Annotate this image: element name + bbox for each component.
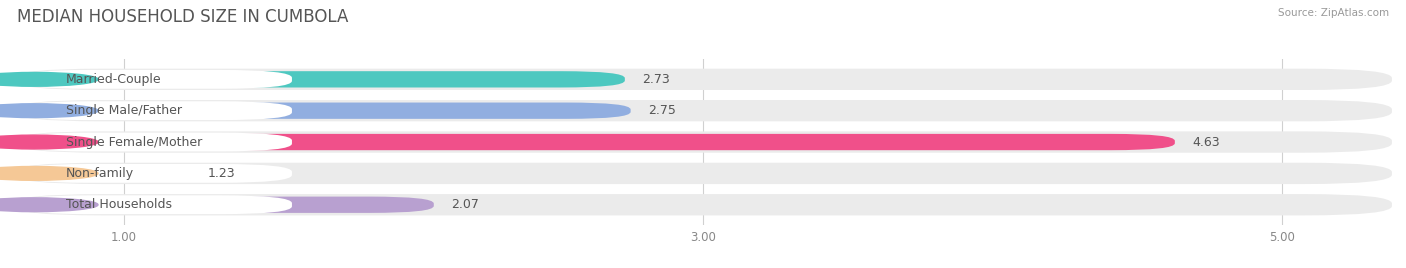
- Text: Total Households: Total Households: [66, 198, 172, 211]
- Text: Non-family: Non-family: [66, 167, 135, 180]
- Text: MEDIAN HOUSEHOLD SIZE IN CUMBOLA: MEDIAN HOUSEHOLD SIZE IN CUMBOLA: [17, 8, 349, 26]
- Circle shape: [0, 104, 98, 118]
- Circle shape: [0, 198, 98, 212]
- Text: Source: ZipAtlas.com: Source: ZipAtlas.com: [1278, 8, 1389, 18]
- FancyBboxPatch shape: [14, 194, 1392, 215]
- FancyBboxPatch shape: [14, 69, 1392, 90]
- Circle shape: [0, 135, 98, 149]
- FancyBboxPatch shape: [17, 164, 292, 183]
- Text: Single Male/Father: Single Male/Father: [66, 104, 183, 117]
- Text: Married-Couple: Married-Couple: [66, 73, 162, 86]
- Text: 2.73: 2.73: [643, 73, 671, 86]
- Text: 2.07: 2.07: [451, 198, 479, 211]
- FancyBboxPatch shape: [124, 71, 624, 87]
- FancyBboxPatch shape: [17, 195, 292, 214]
- FancyBboxPatch shape: [17, 133, 292, 151]
- FancyBboxPatch shape: [124, 165, 191, 181]
- FancyBboxPatch shape: [14, 163, 1392, 184]
- Text: Single Female/Mother: Single Female/Mother: [66, 136, 202, 148]
- FancyBboxPatch shape: [14, 100, 1392, 121]
- FancyBboxPatch shape: [124, 103, 631, 119]
- Circle shape: [0, 166, 98, 180]
- FancyBboxPatch shape: [17, 101, 292, 120]
- Circle shape: [0, 72, 98, 86]
- FancyBboxPatch shape: [14, 131, 1392, 153]
- Text: 2.75: 2.75: [648, 104, 676, 117]
- Text: 4.63: 4.63: [1192, 136, 1220, 148]
- FancyBboxPatch shape: [17, 70, 292, 89]
- FancyBboxPatch shape: [124, 134, 1175, 150]
- FancyBboxPatch shape: [124, 197, 434, 213]
- Text: 1.23: 1.23: [208, 167, 236, 180]
